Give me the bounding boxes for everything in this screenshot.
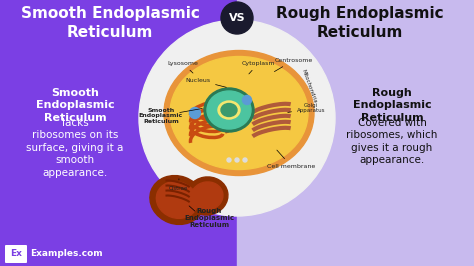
Text: Rough Endoplasmic
Reticulum: Rough Endoplasmic Reticulum <box>276 6 444 40</box>
Text: Smooth Endoplasmic
Reticulum: Smooth Endoplasmic Reticulum <box>20 6 200 40</box>
Text: Examples.com: Examples.com <box>30 250 103 259</box>
Circle shape <box>227 158 231 162</box>
Bar <box>237 0 474 266</box>
Ellipse shape <box>218 101 240 119</box>
Ellipse shape <box>207 91 251 129</box>
Text: Mitochondria: Mitochondria <box>301 68 318 104</box>
Ellipse shape <box>186 177 228 215</box>
FancyBboxPatch shape <box>5 245 27 263</box>
Text: Smooth
Endoplasmic
Reticulum: Smooth Endoplasmic Reticulum <box>139 108 183 124</box>
Ellipse shape <box>204 88 254 132</box>
Text: Covered with
ribosomes, which
gives it a rough
appearance.: Covered with ribosomes, which gives it a… <box>346 118 438 165</box>
Text: Centrosome: Centrosome <box>274 57 313 72</box>
Ellipse shape <box>164 51 314 176</box>
Text: Smooth
Endoplasmic
Reticulum: Smooth Endoplasmic Reticulum <box>36 88 114 123</box>
Ellipse shape <box>191 182 223 210</box>
Ellipse shape <box>156 182 198 218</box>
Text: Cytoplasm: Cytoplasm <box>242 60 275 74</box>
Text: Nucleus: Nucleus <box>185 77 226 87</box>
Text: Cistrae: Cistrae <box>169 179 188 190</box>
Circle shape <box>190 107 201 118</box>
Circle shape <box>139 20 335 216</box>
Text: VS: VS <box>228 13 246 23</box>
Ellipse shape <box>170 56 308 169</box>
Circle shape <box>221 2 253 34</box>
Text: Lysosome: Lysosome <box>167 60 198 73</box>
Circle shape <box>235 158 239 162</box>
Ellipse shape <box>150 176 204 225</box>
Ellipse shape <box>221 103 237 117</box>
Text: lacks
ribosomes on its
surface, giving it a
smooth
appearance.: lacks ribosomes on its surface, giving i… <box>27 118 124 178</box>
Text: Ex: Ex <box>10 250 22 259</box>
Bar <box>0 0 237 266</box>
Text: Rough
Endoplasmic
Reticulum: Rough Endoplasmic Reticulum <box>353 88 431 123</box>
Circle shape <box>243 95 252 105</box>
Circle shape <box>243 158 247 162</box>
Text: Golgi
Apparatus: Golgi Apparatus <box>288 103 326 113</box>
Text: Cell membrane: Cell membrane <box>267 150 315 168</box>
Text: Rough
Endoplasmic
Reticulum: Rough Endoplasmic Reticulum <box>184 208 234 228</box>
